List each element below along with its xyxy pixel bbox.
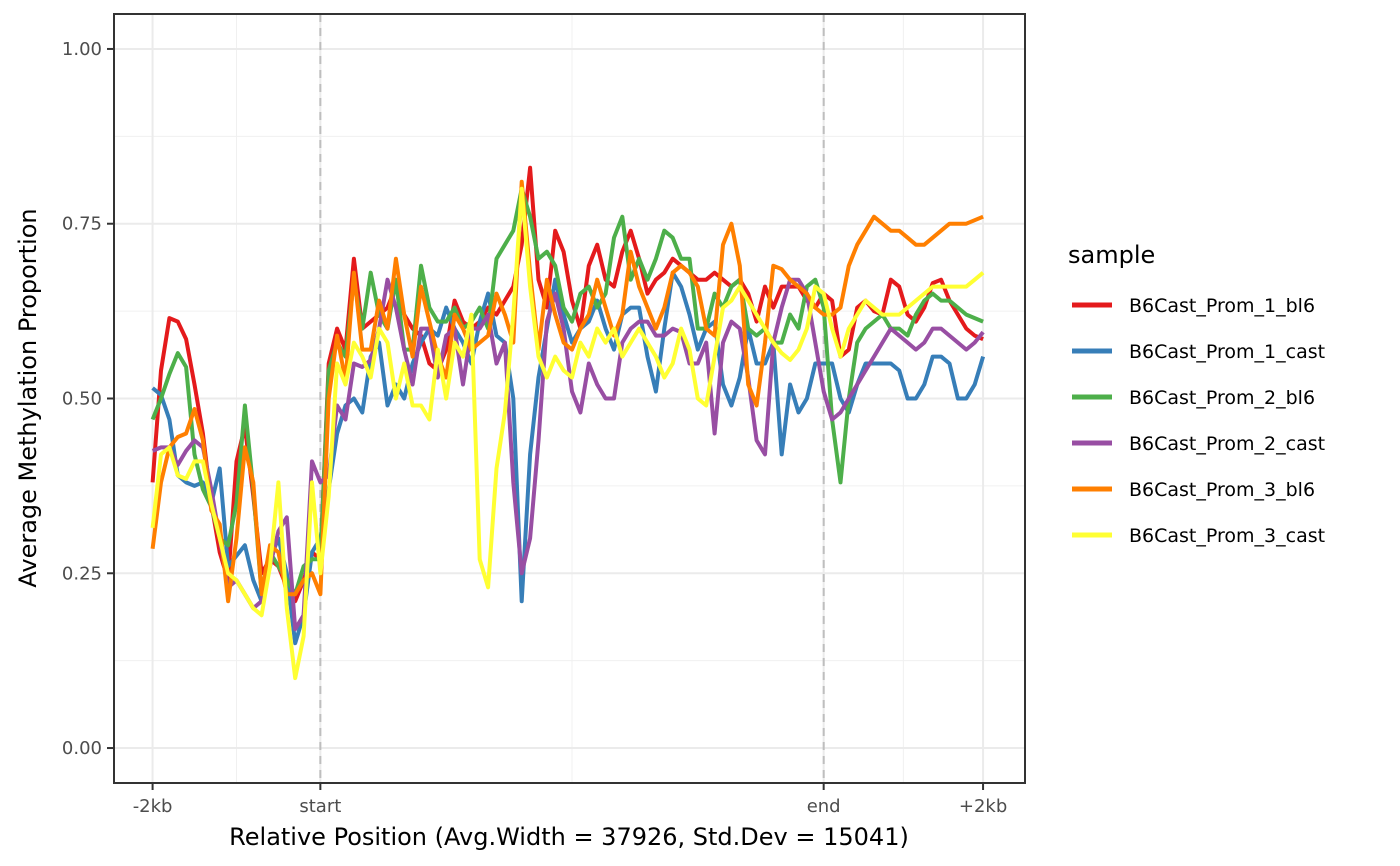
legend-label: B6Cast_Prom_3_cast bbox=[1129, 525, 1325, 547]
x-tick-label: end bbox=[807, 796, 841, 817]
legend-label: B6Cast_Prom_3_bl6 bbox=[1129, 479, 1315, 501]
x-axis: -2kb start end +2kb bbox=[133, 783, 1007, 817]
legend-label: B6Cast_Prom_1_bl6 bbox=[1129, 295, 1315, 317]
region-boundary-lines bbox=[319, 14, 825, 783]
series-line-B6Cast_Prom_3_cast bbox=[150, 186, 985, 681]
series-line-B6Cast_Prom_2_cast bbox=[151, 277, 985, 632]
legend-title: sample bbox=[1068, 241, 1155, 269]
y-tick-label: 0.50 bbox=[62, 389, 102, 410]
y-tick-label: 1.00 bbox=[62, 39, 102, 60]
y-axis-title: Average Methylation Proportion bbox=[14, 208, 42, 587]
x-tick-label: start bbox=[299, 796, 341, 817]
y-tick-label: 0.00 bbox=[62, 738, 102, 759]
x-tick-label: -2kb bbox=[133, 796, 173, 817]
y-tick-label: 0.75 bbox=[62, 214, 102, 235]
legend-label: B6Cast_Prom_1_cast bbox=[1129, 341, 1325, 363]
legend: sample B6Cast_Prom_1_bl6 B6Cast_Prom_1_ca… bbox=[1068, 241, 1325, 547]
series-line-B6Cast_Prom_3_bl6 bbox=[150, 179, 984, 604]
legend-label: B6Cast_Prom_2_cast bbox=[1129, 433, 1325, 455]
x-tick-label: +2kb bbox=[959, 796, 1007, 817]
y-tick-label: 0.25 bbox=[62, 563, 102, 584]
x-axis-title: Relative Position (Avg.Width = 37926, St… bbox=[229, 823, 909, 851]
series-lines bbox=[150, 165, 986, 681]
y-axis: 0.00 0.25 0.50 0.75 1.00 bbox=[62, 39, 114, 759]
legend-label: B6Cast_Prom_2_bl6 bbox=[1129, 387, 1315, 409]
